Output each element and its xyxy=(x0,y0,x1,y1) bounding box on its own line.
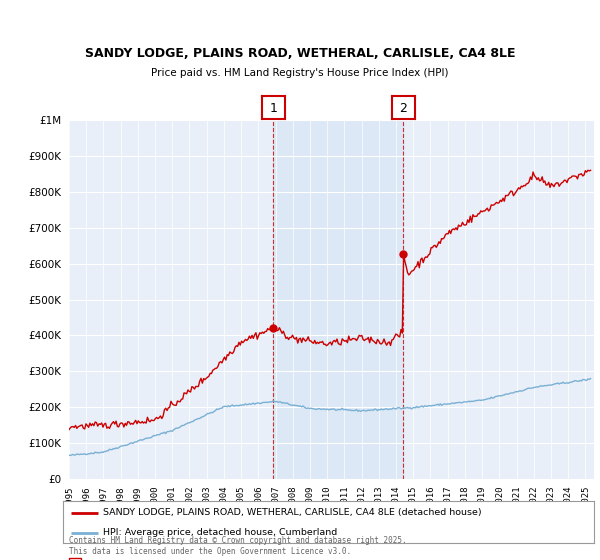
Text: 1: 1 xyxy=(269,102,277,115)
Text: Price paid vs. HM Land Registry's House Price Index (HPI): Price paid vs. HM Land Registry's House … xyxy=(151,68,449,78)
Text: 2: 2 xyxy=(399,102,407,115)
Text: SANDY LODGE, PLAINS ROAD, WETHERAL, CARLISLE, CA4 8LE: SANDY LODGE, PLAINS ROAD, WETHERAL, CARL… xyxy=(85,48,515,60)
Text: HPI: Average price, detached house, Cumberland: HPI: Average price, detached house, Cumb… xyxy=(103,528,337,537)
Bar xyxy=(274,120,403,479)
Text: Contains HM Land Registry data © Crown copyright and database right 2025.
This d: Contains HM Land Registry data © Crown c… xyxy=(69,536,407,556)
Text: SANDY LODGE, PLAINS ROAD, WETHERAL, CARLISLE, CA4 8LE (detached house): SANDY LODGE, PLAINS ROAD, WETHERAL, CARL… xyxy=(103,508,481,517)
